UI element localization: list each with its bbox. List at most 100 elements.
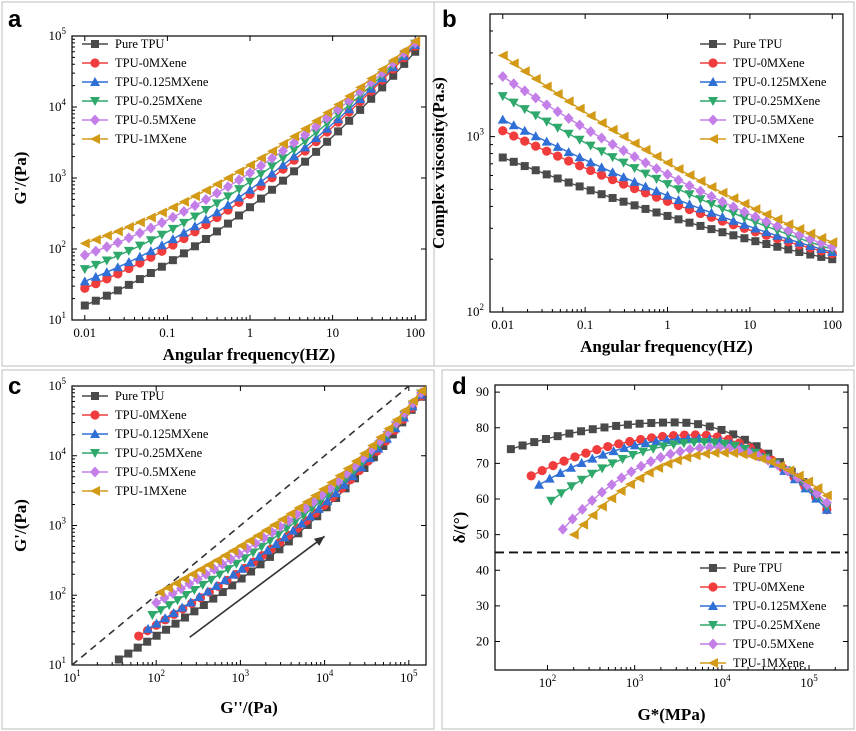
panel-a-data-point [101,267,112,277]
panel-d-data-point [607,459,618,469]
panel-d-data-point [690,450,701,461]
panel-d-data-point [587,494,598,506]
panel-d-data-point [793,470,804,481]
panel-d-data-point [548,461,558,471]
panel-a-data-point [322,107,333,118]
panel-d-data-point [746,451,757,462]
panel-d-data-point [576,475,587,485]
panel-a-legend: Pure TPU TPU-0MXene TPU-0.125MXene TPU-0.25… [82,37,209,146]
panel-b-data-point [750,204,761,215]
panel-b-data-point [784,245,793,254]
panel-d-data-point [565,429,574,438]
panel-b-data-point [728,201,739,213]
panel-c-data-point [124,649,133,658]
panel-c-data-point [315,497,326,507]
panel-a-data-point [145,236,156,246]
panel-c-arrow-head [313,536,325,546]
panel-b-data-point [541,136,552,146]
panel-a-xtick-label: 0.1 [159,325,175,340]
panel-b-data-point [717,196,728,208]
panel-a-data-point [344,91,355,102]
panel-a-data-point [178,218,189,228]
panel-d-data-point [699,448,710,459]
panel-c-data-point [168,607,179,617]
panel-b-data-point [761,215,772,227]
panel-d-data-point [624,479,635,490]
panel-a-data-point [389,71,398,80]
panel-d-ytick-label: 30 [476,598,489,613]
panel-c-data-point [326,477,337,488]
panel-b-data-point [552,141,563,151]
panel-b-data-point [497,50,508,61]
panel-b-legend-label: TPU-0.5MXene [733,113,814,127]
panel-b-data-point [596,132,607,144]
panel-d-data-point [635,419,644,428]
panel-c-data-point [180,613,189,622]
panel-b-data-point [651,174,662,184]
panel-a-data-point [156,217,167,229]
panel-a-data-point [90,260,101,270]
panel-c-data-point [271,539,282,549]
panel-b-data-point [652,208,661,217]
panel-d-data-point [729,430,738,439]
panel-b-data-point [530,131,541,141]
panel-b-data-point [541,117,552,127]
panel-d-data-point [626,466,637,478]
panel-b-data-point [629,138,640,149]
panel-a-data-point [222,200,233,210]
panel-d-data-point [537,465,547,476]
panel-a-data-point [101,256,112,266]
panel-a-data-point [211,199,222,209]
panel-b-data-point [641,204,650,213]
panel-b-series [497,50,838,248]
panel-a-data-point [200,185,211,196]
panel-a-legend-marker [90,77,100,86]
panel-b-data-point [651,151,662,162]
panel-c-ytick-label: 101 [49,655,67,672]
panel-b-data-point [563,129,574,139]
panel-b-data-point [706,199,717,209]
panel-d-data-point [694,420,703,429]
panel-b-plot: 0.01 0.1 1 10 100 102 103 Pure TPU TPU-0MXene TPU… [429,13,844,356]
panel-a-data-point [256,153,267,164]
panel-c-data-point [275,545,284,554]
panel-b-data-point [762,240,771,249]
panel-b-legend: Pure TPU TPU-0MXene TPU-0.125MXene TPU-0.25… [700,37,827,146]
panel-c-xlabel: G''/(Pa) [220,698,278,717]
panel-a-data-point [156,230,167,240]
panel-b-data-point [662,157,673,168]
panel-c-data-point [260,525,271,536]
panel-d-data-point [526,471,536,481]
panel-a-data-point [311,133,322,143]
panel-d-data-point [812,483,823,494]
panel-d-data-point [568,529,579,540]
panel-c-data-point [164,601,175,611]
panel-d-data-point [737,449,748,460]
panel-c-data-point [147,611,158,621]
panel-c-data-point [309,490,320,501]
panel-a-data-point [366,73,377,84]
panel-d-data-point [587,510,598,521]
panel-a-data-point [245,167,256,179]
panel-c-data-point [231,559,242,569]
panel-d-ytick-label: 60 [476,491,489,506]
panel-d-data-point [752,442,761,451]
panel-d-xtick-label: 103 [626,673,644,690]
panel-b-data-point [541,99,552,111]
panel-a-data-point [91,296,100,305]
panel-a-data-point [135,275,144,284]
panel-b-data-point [750,218,761,228]
panel-b-data-point [520,136,530,146]
panel-b-xlabel: Angular frequency(HZ) [580,337,753,356]
panel-b-data-point [585,110,596,121]
panel-a-data-point [300,123,311,134]
panel-d-legend-marker [708,621,718,630]
panel-a-legend-label: TPU-0MXene [115,56,187,70]
panel-a-xlabel: Angular frequency(HZ) [163,345,336,364]
panel-b-data-point [574,135,585,145]
panel-c-data-point [379,442,388,451]
panel-a-data-point [156,207,167,218]
panel-a-data-point [102,291,111,300]
panel-a-data-point [200,206,211,216]
